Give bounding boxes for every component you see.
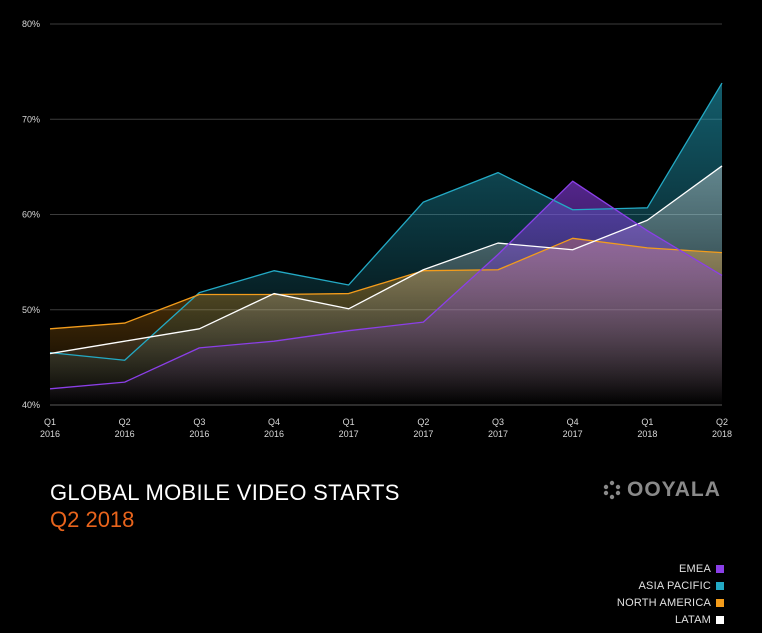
y-tick-label: 70% — [22, 114, 40, 124]
legend-label: EMEA — [679, 562, 711, 575]
y-tick-label: 80% — [22, 19, 40, 29]
legend-item-emea: EMEA — [617, 560, 724, 577]
legend-swatch — [716, 581, 724, 590]
x-tick-label: Q4 2017 — [563, 417, 583, 439]
x-tick-label: Q2 2016 — [115, 417, 135, 439]
x-tick-label: Q2 2018 — [712, 417, 732, 439]
ooyala-dots-icon — [603, 480, 621, 500]
chart-title: GLOBAL MOBILE VIDEO STARTS — [50, 480, 400, 505]
x-tick-label: Q1 2018 — [637, 417, 657, 439]
y-tick-label: 50% — [22, 305, 40, 315]
chart-subtitle: Q2 2018 — [50, 507, 135, 532]
x-tick-label: Q4 2016 — [264, 417, 284, 439]
north-america-line — [49, 237, 723, 330]
emea-line — [49, 180, 723, 390]
legend-item-asia-pacific: ASIA PACIFIC — [617, 577, 724, 594]
legend-item-north-america: NORTH AMERICA — [617, 594, 724, 611]
y-tick-label: 60% — [22, 210, 40, 220]
legend-item-latam: LATAM — [617, 611, 724, 628]
legend-swatch — [716, 598, 724, 607]
legend-swatch — [716, 615, 724, 624]
chart: 40% 50% 60% 70% 80% Q1 2016 Q2 2016 Q3 2016 Q4 2016… — [22, 19, 732, 439]
logo-wordmark: OOYALA — [627, 478, 721, 501]
y-tick-label: 40% — [22, 400, 40, 410]
legend-swatch — [716, 564, 724, 573]
asia-pacific-line — [49, 82, 723, 361]
legend-label: ASIA PACIFIC — [638, 579, 711, 592]
x-tick-label: Q3 2016 — [189, 417, 209, 439]
x-tick-label: Q3 2017 — [488, 417, 508, 439]
x-tick-label: Q1 2016 — [40, 417, 60, 439]
x-tick-label: Q1 2017 — [339, 417, 359, 439]
emea-area — [50, 181, 722, 405]
ooyala-logo: OOYALA — [602, 478, 721, 502]
series-lines — [49, 82, 723, 390]
latam-line — [49, 165, 723, 355]
legend-label: LATAM — [674, 613, 711, 626]
y-axis-tick-labels: 40% 50% 60% 70% 80% — [22, 19, 40, 410]
legend: EMEA ASIA PACIFIC NORTH AMERICA LATAM — [617, 560, 724, 628]
x-axis-tick-labels: Q1 2016 Q2 2016 Q3 2016 Q4 2016 Q1 2017 Q2 2017 Q3 20… — [40, 417, 732, 439]
x-tick-label: Q2 2017 — [413, 417, 433, 439]
legend-label: NORTH AMERICA — [616, 596, 711, 609]
